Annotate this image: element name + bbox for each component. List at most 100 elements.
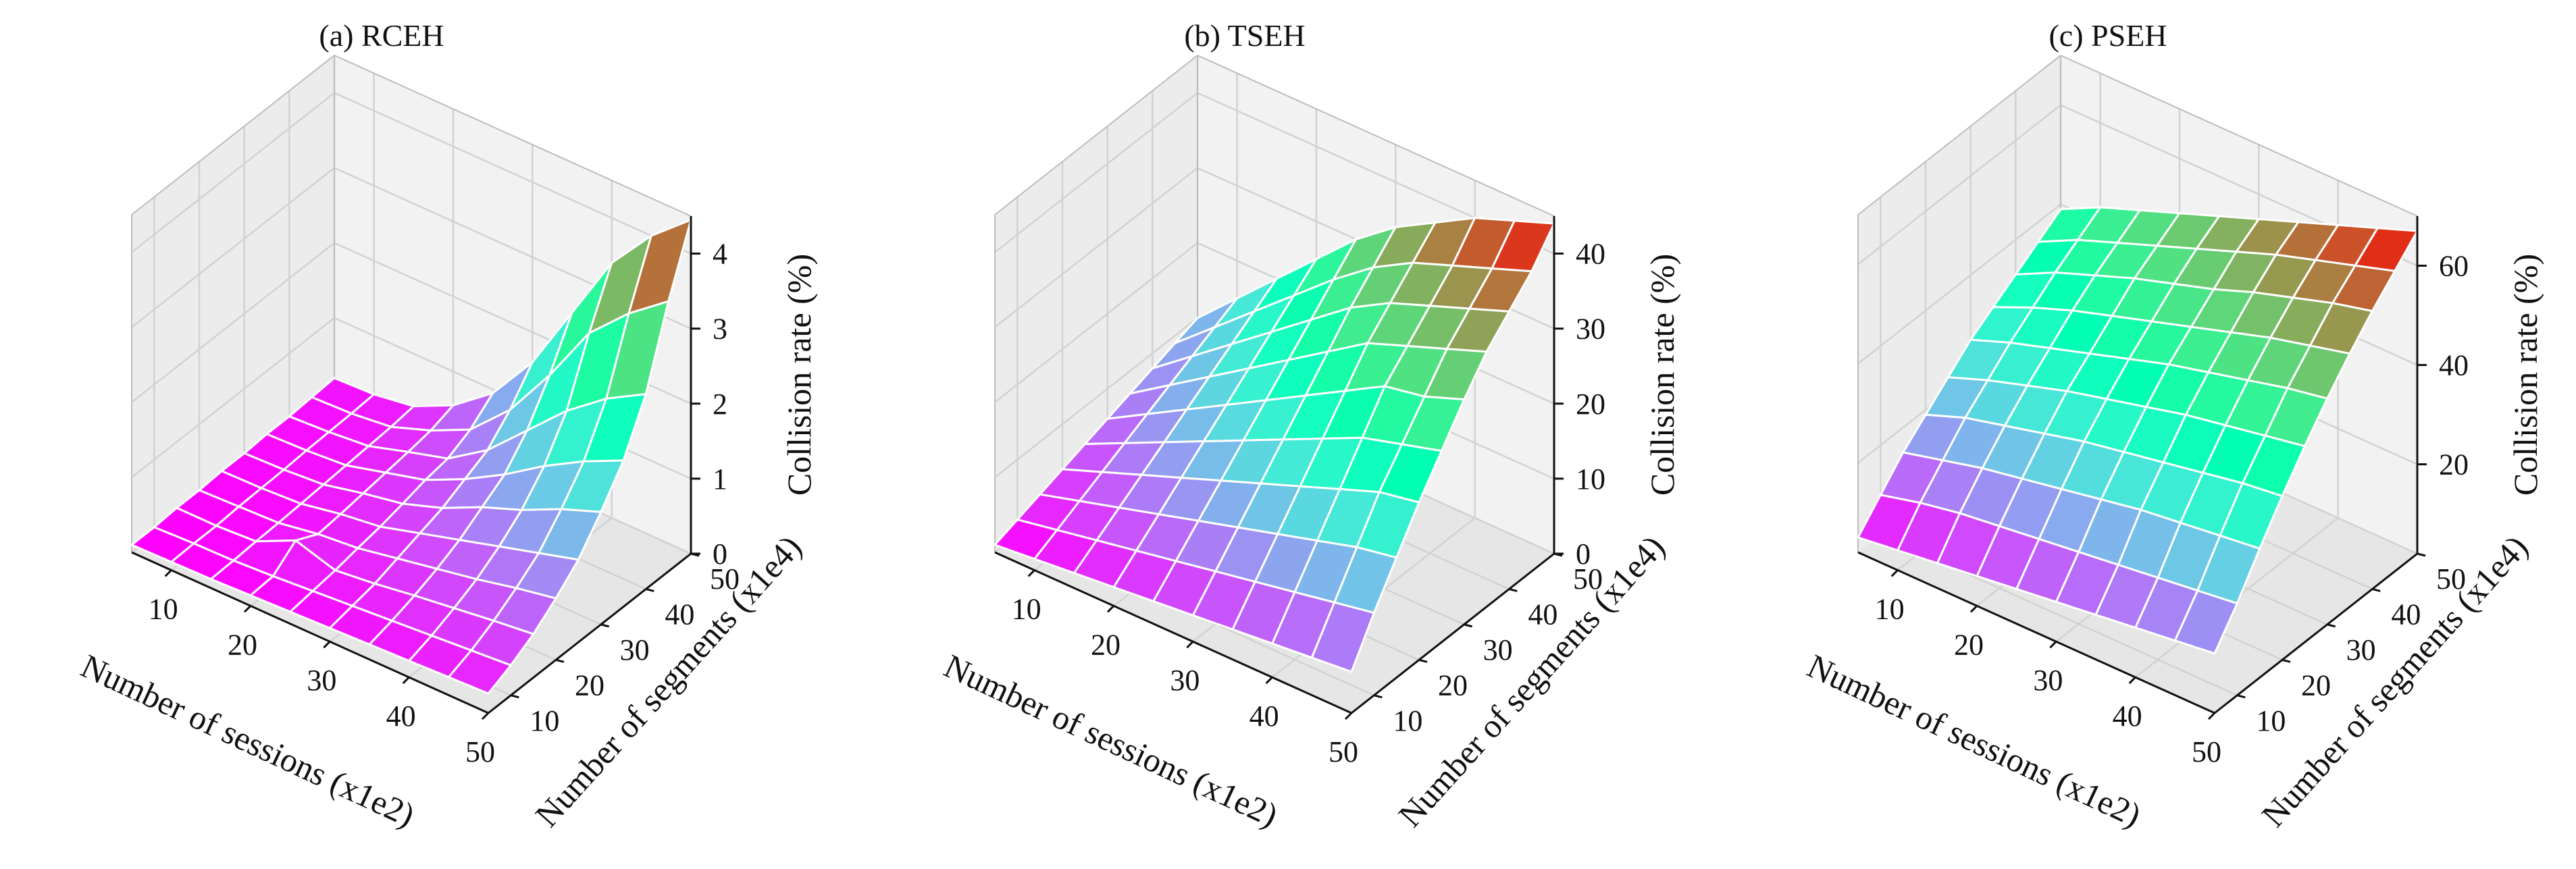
- x-tick: [1969, 605, 1978, 613]
- x-tick-label: 40: [386, 700, 416, 733]
- pane-edge: [2060, 55, 2418, 217]
- x-tick-label: 10: [1012, 592, 1041, 625]
- pane-edge: [131, 55, 335, 215]
- grid-line: [994, 167, 1198, 328]
- x-tick-label: 10: [149, 592, 178, 625]
- y-tick-label: 30: [620, 633, 650, 666]
- x-tick: [1106, 605, 1115, 613]
- x-tick: [402, 677, 410, 685]
- x-tick: [2049, 641, 2057, 649]
- grid-line: [131, 317, 335, 478]
- y-tick: [2282, 658, 2291, 663]
- pane-edge: [1857, 55, 2061, 215]
- z-tick-label: 1: [713, 463, 727, 496]
- pane-edge: [334, 55, 692, 217]
- y-tick: [1418, 658, 1428, 663]
- x-tick: [1344, 712, 1353, 720]
- grid-line: [1857, 203, 2061, 365]
- x-tick-label: 40: [2113, 700, 2142, 733]
- y-tick-label: 20: [1438, 668, 1468, 702]
- surface-cell: [2173, 589, 2238, 655]
- x-tick-label: 50: [2192, 735, 2221, 768]
- x-tick-label: 50: [465, 735, 495, 768]
- y-axis-line: [488, 552, 692, 714]
- x-tick-label: 20: [1954, 628, 1984, 661]
- x-tick: [164, 569, 172, 577]
- y-tick-label: 50: [2436, 562, 2466, 596]
- x-tick-label: 30: [1170, 664, 1200, 697]
- y-tick-label: 30: [1483, 633, 1513, 666]
- pane-edge: [1197, 55, 1555, 217]
- x-tick: [2128, 677, 2136, 685]
- chart-title: (b) TSEH: [1184, 18, 1305, 53]
- x-axis-label: Number of sessions (x1e2): [939, 647, 1284, 835]
- y-tick-label: 40: [665, 598, 694, 631]
- grid-line: [1857, 104, 2061, 265]
- y-tick: [2417, 552, 2426, 557]
- z-axis-label: Collision rate (%): [2506, 254, 2544, 496]
- x-axis-line: [1857, 551, 2215, 714]
- z-tick-label: 40: [1576, 238, 1605, 271]
- z-axis-label: Collision rate (%): [780, 254, 818, 496]
- x-tick: [243, 605, 252, 613]
- y-tick-label: 30: [2346, 633, 2376, 666]
- x-axis-line: [994, 551, 1352, 714]
- z-tick-label: 60: [2439, 250, 2469, 283]
- grid-line: [334, 92, 692, 255]
- z-axis-label: Collision rate (%): [1643, 254, 1681, 496]
- x-tick-label: 50: [1329, 735, 1358, 768]
- y-tick-label: 10: [530, 704, 559, 737]
- grid-line: [994, 317, 1198, 478]
- x-tick-label: 30: [307, 664, 336, 697]
- y-tick-label: 40: [1528, 598, 1557, 631]
- x-tick: [1186, 641, 1194, 649]
- y-tick: [2327, 623, 2336, 628]
- y-tick: [1508, 587, 1518, 592]
- z-tick-label: 40: [2439, 349, 2469, 382]
- z-tick-label: 3: [713, 313, 727, 346]
- y-tick-label: 20: [575, 668, 604, 702]
- y-tick-label: 20: [2301, 668, 2331, 702]
- y-tick: [645, 587, 654, 592]
- x-axis-label: Number of sessions (x1e2): [1802, 647, 2147, 835]
- z-tick-label: 10: [1576, 463, 1605, 496]
- x-tick-label: 20: [1091, 628, 1120, 661]
- y-tick-label: 50: [710, 562, 740, 596]
- y-tick-label: 10: [1393, 704, 1422, 737]
- chart-title: (c) PSEH: [2049, 18, 2167, 53]
- x-tick: [481, 712, 490, 720]
- x-tick-label: 10: [1875, 592, 1905, 625]
- z-tick-label: 2: [713, 388, 727, 421]
- y-tick: [1464, 623, 1473, 628]
- y-axis-line: [2214, 552, 2418, 714]
- grid-line: [131, 92, 335, 253]
- x-tick-label: 30: [2033, 664, 2063, 697]
- y-tick-label: 10: [2256, 704, 2286, 737]
- y-tick-label: 40: [2391, 598, 2421, 631]
- z-tick-label: 0: [1576, 537, 1591, 571]
- pane-edge: [994, 55, 1198, 215]
- x-tick-label: 40: [1250, 700, 1279, 733]
- y-tick: [555, 658, 565, 663]
- x-axis-label: Number of sessions (x1e2): [76, 647, 421, 835]
- y-tick: [510, 694, 519, 699]
- z-tick-label: 4: [713, 238, 727, 271]
- y-tick-label: 50: [1573, 562, 1603, 596]
- x-tick: [1265, 677, 1273, 685]
- z-tick-label: 20: [2439, 448, 2469, 481]
- z-tick-label: 20: [1576, 388, 1605, 421]
- grid-line: [994, 242, 1198, 403]
- x-axis-line: [131, 551, 489, 714]
- y-tick: [600, 623, 610, 628]
- chart-title: (a) RCEH: [319, 18, 444, 53]
- x-tick-label: 20: [228, 628, 257, 661]
- x-tick: [2207, 712, 2216, 720]
- surface-cell: [1310, 601, 1375, 673]
- z-tick-label: 0: [713, 537, 727, 571]
- z-tick-label: 30: [1576, 313, 1605, 346]
- y-tick: [2371, 587, 2381, 592]
- y-tick: [2236, 694, 2246, 699]
